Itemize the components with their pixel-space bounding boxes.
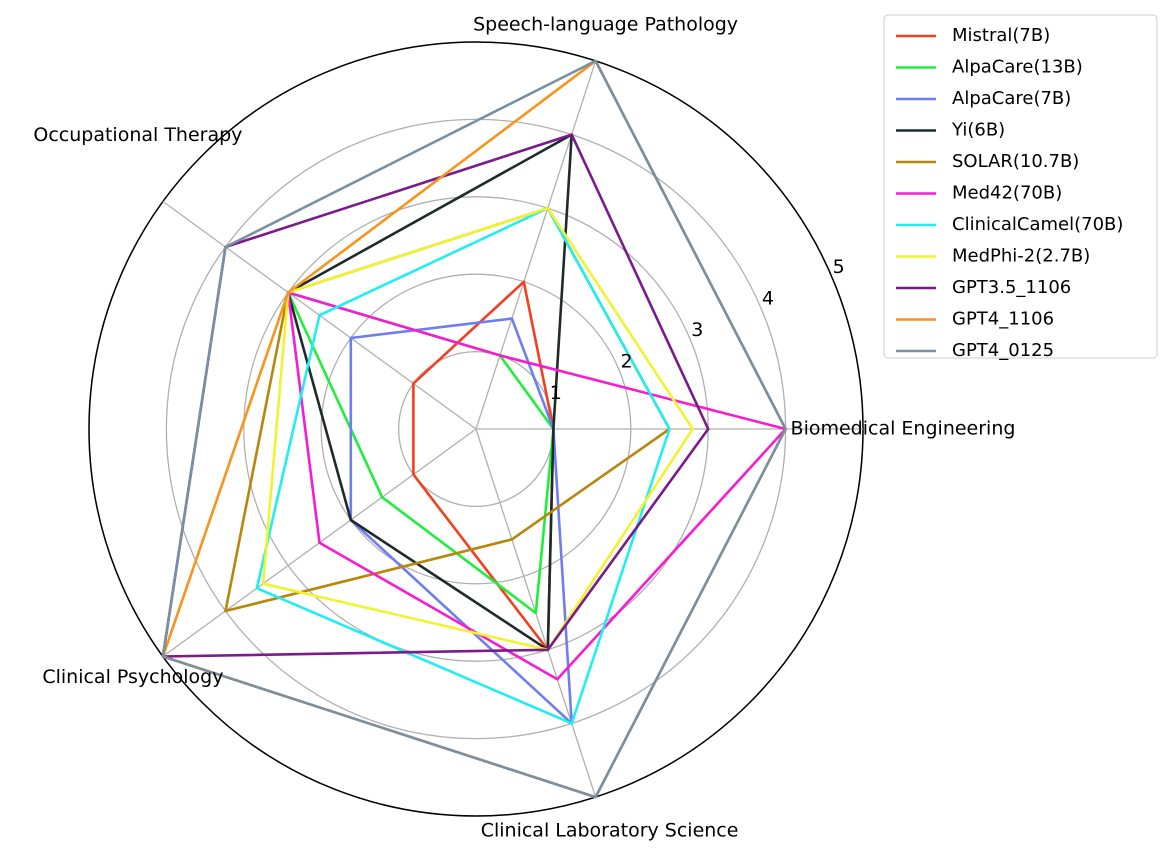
spoke [475, 60, 597, 430]
legend-label: AlpaCare(13B) [952, 57, 1083, 78]
labels: 1 2 3 4 5 Biomedical Engineering Speech-langua… [33, 13, 1015, 841]
category-label: Occupational Therapy [33, 124, 242, 146]
series-line [349, 317, 573, 725]
series-line [286, 133, 573, 652]
series-line [161, 59, 787, 799]
legend-label: ClinicalCamel(70B) [952, 214, 1123, 235]
legend-label: Mistral(7B) [952, 25, 1050, 46]
category-label: Clinical Psychology [42, 666, 223, 688]
legend-box [883, 14, 1158, 359]
series-line [261, 206, 694, 652]
legend-label: SOLAR(10.7B) [952, 151, 1079, 172]
category-label: Biomedical Engineering [791, 418, 1016, 440]
legend-label: Yi(6B) [951, 120, 1005, 141]
series-line [255, 206, 671, 725]
legend-label: GPT4_0125 [952, 340, 1054, 361]
r-tick-label: 5 [833, 256, 845, 278]
grid [88, 41, 864, 817]
category-label: Clinical Laboratory Science [481, 820, 739, 842]
legend: Mistral(7B) AlpaCare(13B) AlpaCare(7B) Yi(6… [883, 14, 1158, 361]
legend-label: GPT4_1106 [952, 309, 1054, 330]
plot-area [161, 59, 787, 799]
legend-label: AlpaCare(7B) [952, 88, 1071, 109]
series-line [224, 206, 671, 613]
legend-label: GPT3.5_1106 [952, 277, 1071, 298]
series-line [286, 291, 555, 615]
series-line [286, 291, 787, 681]
r-tick-label: 3 [691, 319, 703, 341]
r-tick-label: 4 [762, 288, 774, 310]
legend-label: MedPhi-2(2.7B) [952, 246, 1090, 267]
r-tick-label: 2 [621, 350, 633, 372]
legend-label: Med42(70B) [952, 183, 1062, 204]
r-tick-label: 1 [550, 382, 562, 404]
category-label: Speech-language Pathology [473, 13, 738, 35]
